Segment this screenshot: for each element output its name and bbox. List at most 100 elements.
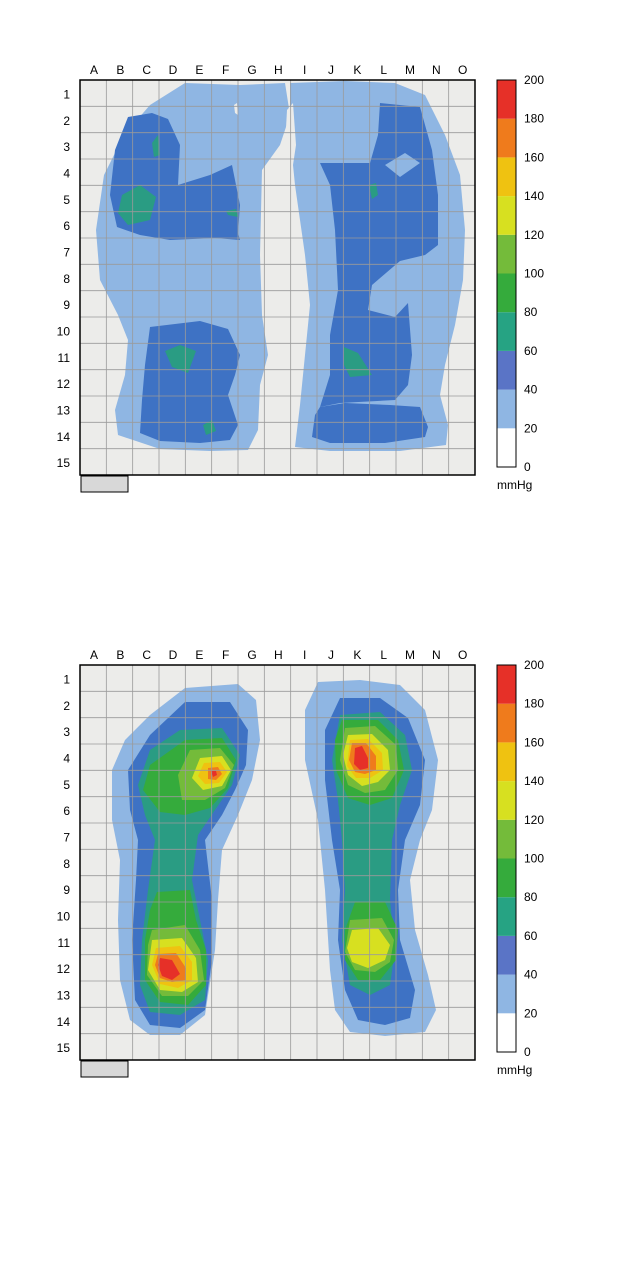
row-label: 10 (57, 909, 71, 923)
row-label: 3 (63, 725, 70, 739)
column-label: K (353, 63, 361, 77)
colorbar-tick-label: 40 (524, 383, 538, 397)
row-label: 15 (57, 456, 71, 470)
column-label: N (432, 648, 441, 662)
colorbar-tick-label: 0 (524, 460, 531, 474)
row-label: 8 (63, 857, 70, 871)
column-label: E (195, 648, 203, 662)
column-label: L (380, 648, 387, 662)
colorbar-tick-label: 200 (524, 73, 544, 87)
column-label: C (142, 648, 151, 662)
colorbar-band (497, 196, 516, 235)
colorbar-band (497, 897, 516, 936)
column-label: J (328, 648, 334, 662)
colorbar-band (497, 80, 516, 119)
row-label: 13 (57, 988, 71, 1002)
colorbar-tick-label: 140 (524, 189, 544, 203)
row-label: 14 (57, 1015, 71, 1029)
contour-40-right-fore (320, 103, 438, 407)
colorbar-tick-label: 100 (524, 852, 544, 866)
column-label: J (328, 63, 334, 77)
colorbar-band (497, 665, 516, 704)
column-labels: A B C D E F G H I J K L M N O (90, 648, 467, 662)
column-label: M (405, 648, 415, 662)
column-label: O (458, 63, 467, 77)
colorbar-band (497, 819, 516, 859)
column-label: O (458, 648, 467, 662)
colorbar-tick-label: 0 (524, 1045, 531, 1059)
column-label: H (274, 648, 283, 662)
column-label: L (380, 63, 387, 77)
column-label: I (303, 648, 306, 662)
column-label: F (222, 648, 229, 662)
column-label: A (90, 63, 98, 77)
contour-40-left-heel (140, 321, 240, 443)
colorbar: 0 20 40 60 80 100 120 140 160 180 200 mmHg (496, 73, 544, 492)
row-label: 1 (63, 672, 70, 686)
column-label: B (116, 63, 124, 77)
colorbar-tick-label: 100 (524, 267, 544, 281)
pressure-contours (112, 680, 438, 1036)
row-label: 9 (63, 298, 70, 312)
colorbar-tick-label: 80 (524, 890, 538, 904)
row-label: 12 (57, 377, 71, 391)
row-label: 6 (63, 219, 70, 233)
colorbar-band (497, 935, 516, 975)
contour-100-right (340, 726, 398, 972)
colorbar-tick-label: 40 (524, 968, 538, 982)
colorbar-unit: mmHg (497, 478, 532, 492)
contour-60-left-side (226, 209, 238, 217)
row-label: 4 (63, 166, 70, 180)
contour-100-left (147, 748, 234, 996)
column-label: N (432, 63, 441, 77)
colorbar-tick-label: 180 (524, 697, 544, 711)
column-label: H (274, 63, 283, 77)
row-label: 11 (58, 351, 71, 365)
contour-60-right-fore (369, 183, 378, 199)
colorbar-band (497, 703, 516, 743)
colorbar-tick-label: 120 (524, 228, 544, 242)
row-label: 3 (63, 140, 70, 154)
colorbar-unit: mmHg (497, 1063, 532, 1077)
column-label: G (247, 63, 256, 77)
contour-180-right (354, 746, 368, 770)
row-label: 6 (63, 804, 70, 818)
colorbar-tick-label: 160 (524, 735, 544, 749)
colorbar-band (497, 389, 516, 429)
colorbar-band (497, 1013, 516, 1052)
row-label: 12 (57, 962, 71, 976)
colorbar-tick-label: 200 (524, 658, 544, 672)
row-label: 2 (63, 699, 70, 713)
row-label: 11 (58, 936, 71, 950)
colorbar-band (497, 858, 516, 898)
colorbar-tick-label: 20 (524, 1006, 538, 1020)
colorbar-tick-label: 20 (524, 421, 538, 435)
column-label: A (90, 648, 98, 662)
colorbar-frame (496, 664, 517, 1053)
row-label: 13 (57, 403, 71, 417)
column-label: B (116, 648, 124, 662)
contour-60-left-heel-small (203, 420, 216, 435)
colorbar-tick-label: 60 (524, 929, 538, 943)
column-labels: A B C D E F G H I J K L M N O (90, 63, 467, 77)
column-label: I (303, 63, 306, 77)
row-label: 10 (57, 324, 71, 338)
column-label: F (222, 63, 229, 77)
row-label: 5 (63, 193, 70, 207)
colorbar: 0 20 40 60 80 100 120 140 160 180 200 mmHg (496, 658, 544, 1077)
column-label: E (195, 63, 203, 77)
colorbar-band (497, 273, 516, 313)
colorbar-band (497, 428, 516, 467)
column-label: C (142, 63, 151, 77)
row-label: 2 (63, 114, 70, 128)
row-label: 8 (63, 272, 70, 286)
colorbar-tick-label: 180 (524, 112, 544, 126)
scale-box (80, 475, 129, 493)
row-label: 15 (57, 1041, 71, 1055)
colorbar-frame (496, 79, 517, 468)
contour-60-left-heel (165, 345, 196, 373)
